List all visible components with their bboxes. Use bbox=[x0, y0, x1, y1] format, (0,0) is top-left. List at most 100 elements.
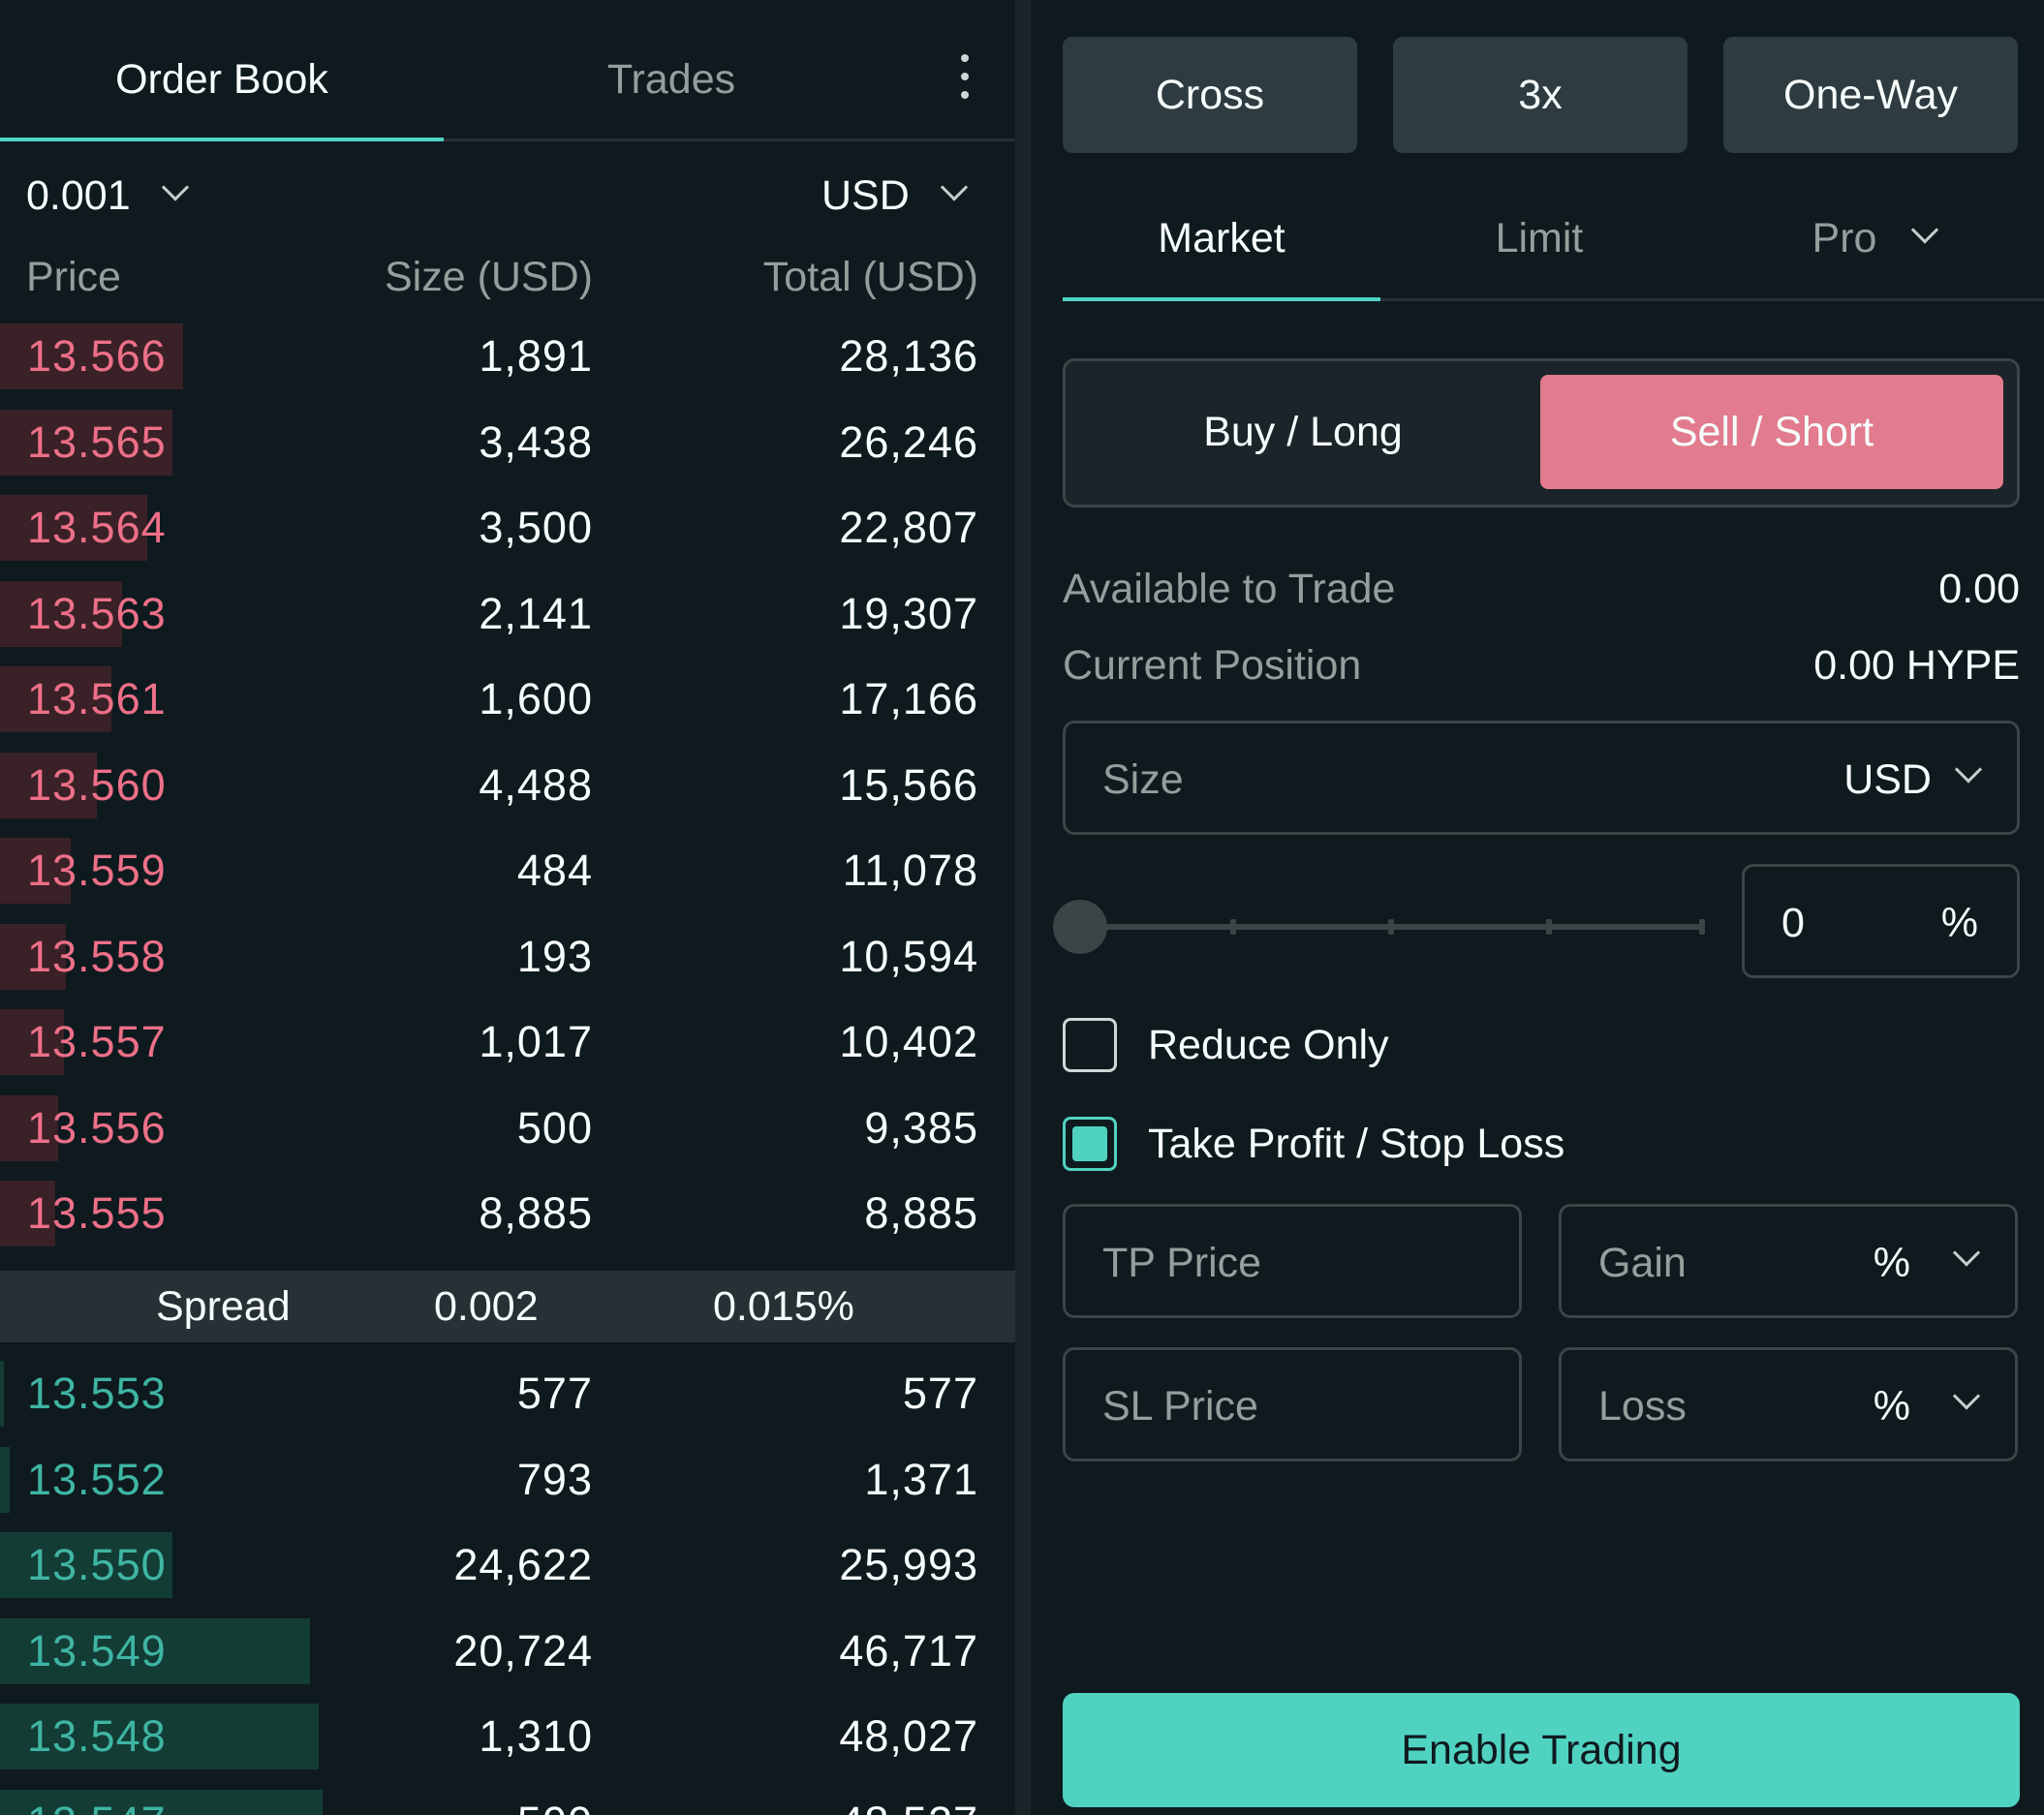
reduce-only-checkbox[interactable]: Reduce Only bbox=[1063, 1016, 1644, 1074]
slider-track[interactable] bbox=[1072, 924, 1702, 930]
unit-value: USD bbox=[821, 172, 910, 219]
more-options-icon[interactable] bbox=[955, 54, 975, 99]
bid-row[interactable]: 13.550 24,622 25,993 bbox=[0, 1532, 1015, 1598]
tab-market[interactable]: Market bbox=[1158, 215, 1285, 261]
ask-row[interactable]: 13.561 1,600 17,166 bbox=[0, 666, 1015, 732]
ask-total: 28,136 bbox=[839, 331, 978, 381]
ask-row[interactable]: 13.557 1,017 10,402 bbox=[0, 1009, 1015, 1075]
depth-bar bbox=[0, 1789, 324, 1815]
bid-total: 48,527 bbox=[839, 1794, 978, 1815]
ask-price: 13.561 bbox=[27, 674, 167, 723]
enable-trading-button[interactable]: Enable Trading bbox=[1063, 1693, 2020, 1807]
ask-price: 13.566 bbox=[27, 331, 167, 381]
depth-bar bbox=[0, 838, 72, 904]
margin-mode-button[interactable]: Cross bbox=[1063, 37, 1357, 153]
depth-bar bbox=[0, 1532, 173, 1598]
ask-row[interactable]: 13.559 484 11,078 bbox=[0, 838, 1015, 904]
slider-tick bbox=[1546, 919, 1552, 935]
unit-select[interactable]: USD bbox=[821, 167, 968, 225]
slider-tick bbox=[1388, 919, 1394, 935]
size-slider[interactable] bbox=[1053, 895, 1721, 959]
tab-limit[interactable]: Limit bbox=[1495, 215, 1584, 261]
bid-price: 13.548 bbox=[27, 1711, 167, 1761]
ask-row[interactable]: 13.563 2,141 19,307 bbox=[0, 580, 1015, 647]
ask-size: 8,885 bbox=[479, 1188, 593, 1238]
chevron-down-icon bbox=[940, 173, 968, 201]
bid-row[interactable]: 13.547 500 48,527 bbox=[0, 1789, 1015, 1815]
ask-size: 1,600 bbox=[479, 674, 593, 723]
ask-row[interactable]: 13.565 3,438 26,246 bbox=[0, 409, 1015, 476]
bid-total: 48,027 bbox=[839, 1711, 978, 1761]
bid-row[interactable]: 13.548 1,310 48,027 bbox=[0, 1704, 1015, 1769]
bid-row[interactable]: 13.553 577 577 bbox=[0, 1361, 1015, 1427]
bid-price: 13.547 bbox=[27, 1794, 167, 1815]
bid-price: 13.549 bbox=[27, 1625, 167, 1676]
size-unit-select[interactable]: USD bbox=[1843, 756, 1932, 803]
available-value: 0.00 bbox=[1938, 566, 2020, 612]
active-tab-indicator bbox=[0, 138, 444, 141]
bid-size: 500 bbox=[517, 1794, 593, 1815]
ask-total: 9,385 bbox=[864, 1102, 978, 1153]
ask-size: 4,488 bbox=[479, 759, 593, 810]
percent-input[interactable]: 0 % bbox=[1742, 864, 2020, 978]
ask-price: 13.565 bbox=[27, 416, 167, 467]
bid-total: 46,717 bbox=[839, 1625, 978, 1676]
chevron-down-icon[interactable] bbox=[1952, 1239, 1981, 1267]
ask-size: 193 bbox=[516, 931, 593, 981]
ask-total: 15,566 bbox=[839, 759, 978, 810]
depth-bar bbox=[0, 323, 183, 389]
active-order-type-indicator bbox=[1063, 297, 1380, 301]
spread-bar: Spread 0.002 0.015% bbox=[0, 1271, 1015, 1342]
checkbox-checked-icon[interactable] bbox=[1063, 1117, 1117, 1171]
size-input[interactable]: Size USD bbox=[1063, 721, 2020, 835]
loss-select[interactable]: Loss % bbox=[1559, 1347, 2018, 1461]
tp-price-input[interactable]: TP Price bbox=[1063, 1204, 1522, 1318]
tp-sl-label: Take Profit / Stop Loss bbox=[1148, 1121, 1565, 1167]
chevron-down-icon[interactable] bbox=[1954, 755, 1983, 784]
side-toggle: Buy / Long Sell / Short bbox=[1063, 358, 2020, 508]
loss-percent-sign: % bbox=[1873, 1383, 1910, 1430]
tab-trades[interactable]: Trades bbox=[606, 56, 736, 103]
tp-sl-checkbox[interactable]: Take Profit / Stop Loss bbox=[1063, 1115, 1741, 1173]
buy-long-button[interactable]: Buy / Long bbox=[1203, 409, 1403, 455]
column-header-size: Size (USD) bbox=[384, 254, 593, 300]
position-mode-button[interactable]: One-Way bbox=[1723, 37, 2018, 153]
order-type-divider bbox=[1063, 298, 2044, 301]
ask-size: 3,500 bbox=[479, 503, 593, 552]
tick-size-select[interactable]: 0.001 bbox=[26, 167, 189, 225]
sl-price-input[interactable]: SL Price bbox=[1063, 1347, 1522, 1461]
bid-total: 1,371 bbox=[864, 1454, 978, 1504]
ask-size: 1,017 bbox=[479, 1017, 593, 1066]
ask-row[interactable]: 13.556 500 9,385 bbox=[0, 1094, 1015, 1161]
tp-price-placeholder: TP Price bbox=[1102, 1240, 1262, 1286]
ask-size: 500 bbox=[516, 1102, 593, 1153]
tab-pro[interactable]: Pro bbox=[1728, 209, 2019, 267]
sell-short-button[interactable]: Sell / Short bbox=[1540, 375, 2003, 489]
percent-sign: % bbox=[1940, 900, 1978, 946]
ask-row[interactable]: 13.558 193 10,594 bbox=[0, 923, 1015, 990]
ask-row[interactable]: 13.566 1,891 28,136 bbox=[0, 323, 1015, 389]
ask-row[interactable]: 13.564 3,500 22,807 bbox=[0, 495, 1015, 561]
bid-row[interactable]: 13.549 20,724 46,717 bbox=[0, 1617, 1015, 1684]
chevron-down-icon[interactable] bbox=[1952, 1382, 1981, 1410]
ask-total: 22,807 bbox=[839, 503, 978, 552]
ask-row[interactable]: 13.560 4,488 15,566 bbox=[0, 752, 1015, 818]
ask-total: 10,594 bbox=[839, 931, 978, 981]
depth-bar bbox=[0, 1009, 65, 1075]
loss-placeholder: Loss bbox=[1598, 1383, 1687, 1430]
slider-tick bbox=[1699, 919, 1705, 935]
slider-handle[interactable] bbox=[1053, 900, 1107, 954]
ask-row[interactable]: 13.555 8,885 8,885 bbox=[0, 1181, 1015, 1246]
checkbox-icon[interactable] bbox=[1063, 1018, 1117, 1072]
leverage-button[interactable]: 3x bbox=[1393, 37, 1688, 153]
bid-price: 13.550 bbox=[27, 1540, 167, 1589]
ask-price: 13.555 bbox=[27, 1188, 167, 1238]
tab-order-book[interactable]: Order Book bbox=[115, 56, 328, 103]
bid-price: 13.552 bbox=[27, 1454, 167, 1504]
bid-row[interactable]: 13.552 793 1,371 bbox=[0, 1446, 1015, 1513]
sl-price-placeholder: SL Price bbox=[1102, 1383, 1258, 1430]
ask-price: 13.557 bbox=[27, 1017, 167, 1066]
tick-size-value: 0.001 bbox=[26, 172, 131, 219]
ask-total: 8,885 bbox=[864, 1188, 978, 1238]
gain-select[interactable]: Gain % bbox=[1559, 1204, 2018, 1318]
